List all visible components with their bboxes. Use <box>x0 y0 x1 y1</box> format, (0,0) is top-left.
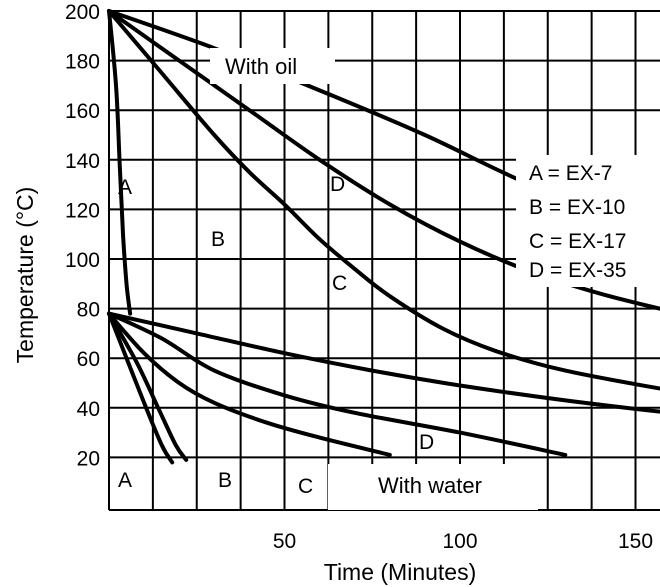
curve-c-water <box>107 311 568 457</box>
x-axis-title: Time (Minutes) <box>324 559 477 585</box>
water-label: With water <box>378 473 482 498</box>
y-tick-label: 200 <box>65 1 100 24</box>
curve-b-oil <box>107 9 660 391</box>
curve-b-water <box>107 311 392 457</box>
legend-entry-b: B = EX-10 <box>529 196 625 219</box>
curve-label-c-oil: C <box>332 272 347 295</box>
y-tick-label: 80 <box>77 299 100 322</box>
x-tick-label: 100 <box>442 530 477 553</box>
curve-labels: A B C D A B C D <box>118 173 434 498</box>
curve-label-a-oil: A <box>118 176 132 199</box>
curve-a-water <box>107 311 175 465</box>
curve-a-oil <box>107 9 133 316</box>
y-tick-label: 120 <box>65 199 100 222</box>
y-axis-title: Temperature (°C) <box>12 187 38 364</box>
y-tick-label: 180 <box>65 51 100 74</box>
oil-label-box <box>210 48 335 84</box>
curve-c-oil <box>107 9 660 311</box>
curves <box>107 9 660 465</box>
y-tick-label: 60 <box>77 348 100 371</box>
curve-label-a-water: A <box>118 469 132 492</box>
legend-entry-c: C = EX-17 <box>529 230 626 253</box>
y-tick-label: 20 <box>77 447 100 470</box>
curve-label-d-water: D <box>419 431 434 454</box>
curve-d-water <box>107 311 660 414</box>
legend-box <box>516 155 660 287</box>
x-tick-label: 50 <box>273 530 296 553</box>
x-tick-label: 150 <box>618 530 653 553</box>
oil-label: With oil <box>225 54 297 79</box>
y-tick-label: 160 <box>65 100 100 123</box>
x-tick-labels: 50100150200250300 <box>273 530 653 553</box>
water-label-box <box>328 464 538 510</box>
curve-label-b-oil: B <box>211 228 225 251</box>
curve-label-d-oil: D <box>330 173 345 196</box>
y-tick-label: 140 <box>65 150 100 173</box>
curve-d-oil <box>107 9 660 231</box>
curve-a-water <box>107 311 189 462</box>
legend-entry-a: A = EX-7 <box>529 162 612 185</box>
legend-entry-d: D = EX-35 <box>529 259 626 282</box>
curve-label-c-water: C <box>298 475 313 498</box>
y-tick-label: 100 <box>65 249 100 272</box>
y-tick-label: 40 <box>77 398 100 421</box>
y-tick-labels: 20 40 60 80 100 120 140 160 180 200 <box>65 1 100 470</box>
curve-label-b-water: B <box>218 469 232 492</box>
grid <box>108 10 660 511</box>
